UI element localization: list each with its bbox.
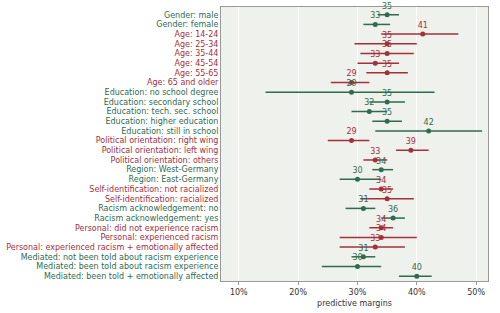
svg-text:Education: no school degree: Education: no school degree <box>105 88 219 97</box>
svg-text:29: 29 <box>346 127 356 136</box>
svg-text:35: 35 <box>382 31 392 40</box>
svg-text:34: 34 <box>376 224 386 233</box>
svg-text:predictive margins: predictive margins <box>317 299 392 308</box>
svg-text:42: 42 <box>424 118 434 127</box>
svg-text:Mediated: not been told about: Mediated: not been told about racism exp… <box>21 253 219 262</box>
svg-text:Personal: experienced racism: Personal: experienced racism <box>100 233 218 242</box>
svg-text:Age: 25-34: Age: 25-34 <box>174 40 218 49</box>
svg-text:36: 36 <box>388 205 398 214</box>
svg-text:34: 34 <box>376 176 386 185</box>
svg-text:32: 32 <box>364 98 374 107</box>
svg-text:Mediated: been told + emotiona: Mediated: been told + emotionally affect… <box>44 272 219 281</box>
svg-text:41: 41 <box>418 21 428 30</box>
svg-text:Political orientation: right w: Political orientation: right wing <box>96 136 219 145</box>
svg-text:33: 33 <box>370 234 380 243</box>
svg-text:Age: 65 and older: Age: 65 and older <box>147 78 219 87</box>
svg-text:Self-identification: not racia: Self-identification: not racialized <box>89 185 218 194</box>
svg-text:Political orientation: left wi: Political orientation: left wing <box>102 146 219 155</box>
svg-text:Self-identification: racialize: Self-identification: racialized <box>105 195 218 204</box>
svg-text:Personal: experienced racism +: Personal: experienced racism + emotional… <box>6 243 218 252</box>
svg-text:40: 40 <box>412 263 422 272</box>
svg-text:35: 35 <box>382 108 392 117</box>
svg-text:30%: 30% <box>349 288 367 297</box>
svg-text:39: 39 <box>406 137 416 146</box>
svg-text:34: 34 <box>376 215 386 224</box>
svg-text:Region: East-Germany: Region: East-Germany <box>129 175 219 184</box>
svg-text:35: 35 <box>382 60 392 69</box>
svg-text:Education: secondary school: Education: secondary school <box>104 98 219 107</box>
svg-text:Age: 35-44: Age: 35-44 <box>174 49 218 58</box>
svg-text:Age: 45-54: Age: 45-54 <box>174 59 218 68</box>
svg-text:20%: 20% <box>289 288 307 297</box>
svg-text:33: 33 <box>370 147 380 156</box>
svg-text:Gender: male: Gender: male <box>164 11 218 20</box>
svg-text:Age: 55-65: Age: 55-65 <box>174 69 218 78</box>
svg-text:Education: tech. sec. school: Education: tech. sec. school <box>106 107 218 116</box>
svg-text:Mediated: been told about raci: Mediated: been told about racism experie… <box>36 262 218 271</box>
svg-text:35: 35 <box>382 2 392 11</box>
svg-text:40%: 40% <box>408 288 426 297</box>
svg-text:34: 34 <box>376 157 386 166</box>
svg-text:Racism acknowledgement: no: Racism acknowledgement: no <box>98 204 218 213</box>
svg-text:Personal: did not experience r: Personal: did not experience racism <box>75 224 219 233</box>
svg-text:Racism acknowledgement: yes: Racism acknowledgement: yes <box>94 214 218 223</box>
svg-text:35: 35 <box>382 186 392 195</box>
svg-text:31: 31 <box>358 195 368 204</box>
svg-text:Education: still in school: Education: still in school <box>121 127 218 136</box>
svg-text:35: 35 <box>382 40 392 49</box>
svg-text:29: 29 <box>346 79 356 88</box>
svg-text:Age: 14-24: Age: 14-24 <box>174 30 218 39</box>
svg-text:35: 35 <box>382 89 392 98</box>
svg-text:33: 33 <box>370 11 380 20</box>
svg-text:30: 30 <box>352 166 362 175</box>
svg-text:29: 29 <box>346 69 356 78</box>
svg-text:Political orientation: others: Political orientation: others <box>111 156 219 165</box>
svg-text:Education: higher education: Education: higher education <box>105 117 218 126</box>
svg-text:50%: 50% <box>467 288 485 297</box>
svg-text:30: 30 <box>352 253 362 262</box>
svg-text:31: 31 <box>358 244 368 253</box>
svg-text:Gender: female: Gender: female <box>156 20 218 29</box>
svg-text:33: 33 <box>370 50 380 59</box>
svg-text:Region: West-Germany: Region: West-Germany <box>126 165 219 174</box>
svg-text:10%: 10% <box>230 288 248 297</box>
